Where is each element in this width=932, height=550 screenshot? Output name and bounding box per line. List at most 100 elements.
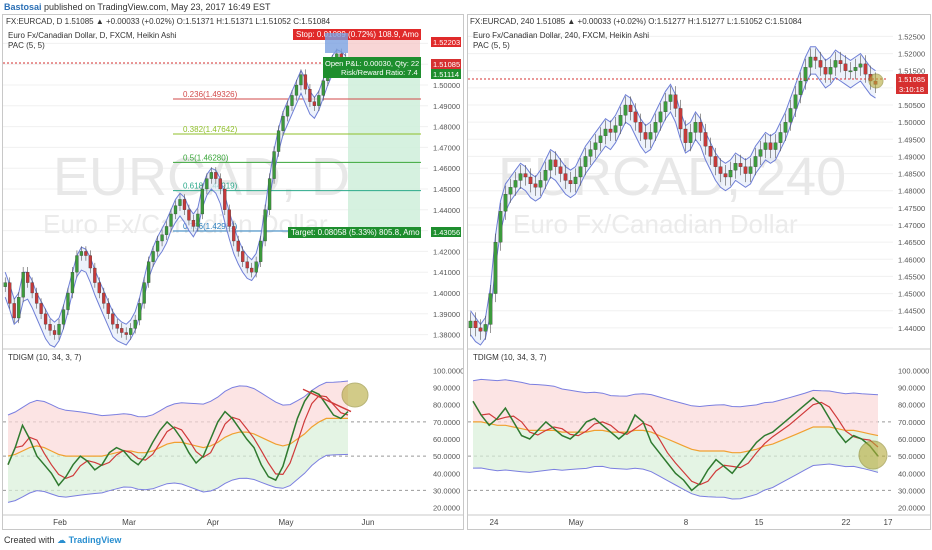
candle-body	[146, 261, 151, 283]
candle-body	[12, 303, 16, 319]
candle-body	[205, 178, 209, 190]
candle-body	[583, 156, 588, 167]
time-tick-label: Feb	[53, 518, 67, 527]
indicator-tick-label: 80.0000	[433, 401, 460, 410]
published-text: published on TradingView.com, May 23, 20…	[44, 2, 271, 12]
signal-line	[472, 400, 879, 486]
target-price-badge-text: 1.43056	[433, 228, 460, 237]
right-current-badge	[896, 74, 928, 84]
indicator-tick-label: 90.0000	[898, 384, 925, 393]
candle-body	[773, 142, 778, 150]
price-tick-label: 1.49000	[433, 102, 460, 111]
right-price-highlight[interactable]	[868, 73, 884, 89]
right-indicator-title: TDIGM (10, 34, 3, 7)	[473, 353, 547, 362]
left-highlight-circle[interactable]	[341, 382, 369, 408]
price-tick-label: 1.47500	[898, 204, 925, 213]
pac-channel-fill	[470, 46, 876, 345]
candle-body	[120, 328, 124, 333]
candle-body	[66, 292, 70, 310]
candle-body	[483, 324, 488, 332]
candle-body	[733, 163, 738, 171]
right-indicator-axis[interactable]: 100.0000 90.0000 80.0000 70.0000 60.0000 50.0…	[898, 366, 929, 512]
market-base-line	[473, 421, 879, 454]
right-highlight-circle[interactable]	[858, 440, 888, 470]
target-label-box	[288, 227, 421, 238]
candle-body	[250, 267, 254, 273]
candle-body	[468, 320, 473, 329]
left-price-axis[interactable]: 1.520001.510001.500001.490001.480001.470…	[433, 39, 460, 339]
time-tick-label: 24	[490, 518, 499, 527]
candle-body	[254, 261, 258, 273]
candle-body	[8, 282, 12, 304]
pac-upper-line	[470, 46, 876, 326]
time-tick-label: 8	[684, 518, 689, 527]
left-indicator-axis[interactable]: 100.0000 90.0000 80.0000 70.0000 60.0000 50.0…	[433, 366, 464, 513]
indicator-tick-label: 50.0000	[898, 452, 925, 461]
candle-body	[169, 213, 173, 227]
price-tick-label: 1.44000	[433, 206, 460, 215]
candle-body	[808, 56, 813, 68]
price-tick-label: 1.41000	[433, 268, 460, 277]
candle-body	[523, 173, 528, 178]
candle-body	[39, 303, 43, 314]
candle-body	[75, 255, 79, 273]
candle-body	[813, 56, 818, 61]
candle-body	[308, 89, 312, 102]
candle-body	[748, 166, 753, 174]
price-tick-label: 1.52500	[898, 32, 925, 41]
author-link[interactable]: Bastosai	[4, 2, 42, 12]
price-tick-label: 1.47000	[433, 143, 460, 152]
entry-marker[interactable]	[325, 33, 348, 53]
price-tick-label: 1.40000	[433, 289, 460, 298]
time-tick-label: May	[278, 518, 293, 527]
right-current-badge-text: 1.51085	[898, 75, 925, 84]
right-price-axis[interactable]: 1.525001.520001.515001.510001.505001.500…	[898, 32, 925, 332]
candle-body	[678, 108, 683, 130]
publish-header: Bastosai published on TradingView.com, M…	[0, 0, 932, 14]
candle-body	[718, 166, 723, 174]
candle-body	[102, 292, 106, 304]
candle-body	[548, 159, 553, 171]
candle-body	[738, 163, 743, 167]
left-ohlc-line: FX:EURCAD, D 1.51085 ▲ +0.00033 (+0.02%)…	[6, 17, 331, 26]
right-chart-pane[interactable]: EURCAD, 240 Euro Fx/Canadian Dollar 1.52…	[467, 14, 931, 530]
lower-band-fill	[473, 421, 878, 499]
candle-body	[558, 166, 563, 174]
candle-body	[3, 282, 7, 287]
lower-volatility-band	[472, 463, 879, 500]
candle-body	[241, 251, 245, 262]
candle-body	[503, 193, 508, 212]
candle-body	[688, 132, 693, 143]
candle-body	[708, 145, 713, 157]
candle-body	[518, 173, 523, 181]
candle-body	[578, 166, 583, 178]
price-tick-label: 1.44000	[898, 324, 925, 333]
right-ohlc-line: FX:EURCAD, 240 1.51085 ▲ +0.00033 (+0.02…	[470, 17, 802, 26]
footer-tradingview-link[interactable]: TradingView	[68, 535, 122, 545]
right-chart-svg[interactable]: EURCAD, 240 Euro Fx/Canadian Dollar 1.52…	[468, 15, 930, 529]
candle-body	[173, 205, 178, 215]
left-time-axis[interactable]: Feb Mar Apr May Jun	[53, 518, 374, 527]
indicator-tick-label: 20.0000	[433, 504, 460, 513]
candle-body	[563, 173, 568, 181]
candle-body	[303, 74, 308, 90]
right-candles	[468, 48, 878, 340]
candle-body	[803, 67, 808, 82]
left-chart-pane[interactable]: EURCAD, D Euro Fx/Canadian Dollar 0.236(…	[2, 14, 464, 530]
right-time-axis[interactable]: 24 May 8 15 22 17	[490, 518, 893, 527]
candle-body	[61, 309, 66, 325]
reward-zone[interactable]	[348, 65, 420, 233]
left-chart-svg[interactable]: EURCAD, D Euro Fx/Canadian Dollar 0.236(…	[3, 15, 464, 529]
pl-label-box	[323, 57, 421, 78]
candle-body	[618, 115, 623, 126]
candle-body	[863, 63, 868, 75]
candle-body	[638, 121, 643, 133]
candle-body	[285, 105, 290, 117]
candle-body	[713, 156, 718, 167]
left-ohlc-bg	[3, 15, 303, 27]
candle-body	[164, 226, 169, 235]
candle-body	[93, 267, 97, 283]
pl-label: Open P&L: 0.00030, Qty: 22	[325, 59, 419, 68]
price-tick-label: 1.46500	[898, 238, 925, 247]
price-tick-label: 1.49500	[898, 135, 925, 144]
